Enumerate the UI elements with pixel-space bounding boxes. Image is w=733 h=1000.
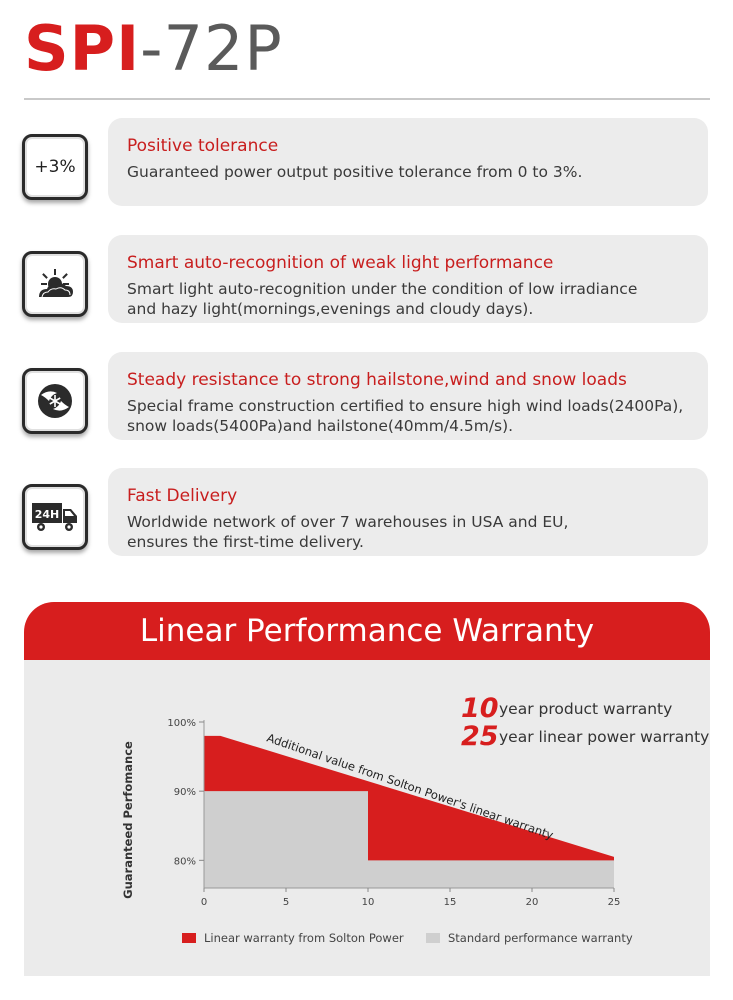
model-prefix: SPI [24, 12, 141, 85]
linear-warranty-label: year linear power warranty [499, 728, 709, 746]
sun-cloud-icon [22, 251, 88, 317]
feature-positive-tolerance: +3% Positive tolerance Guaranteed power … [18, 118, 712, 208]
plus-3-percent-icon: +3% [22, 134, 88, 200]
y-tick-label: 90% [174, 787, 196, 798]
x-tick-label: 10 [362, 897, 375, 908]
feature-description: Guaranteed power output positive toleran… [127, 163, 583, 181]
title-divider [24, 98, 710, 100]
x-tick-label: 15 [444, 897, 457, 908]
model-number: -72P [140, 12, 283, 85]
x-tick-label: 20 [526, 897, 539, 908]
product-warranty-years: 10 [461, 693, 499, 724]
legend-swatch-standard [426, 933, 440, 943]
legend-swatch-linear [182, 933, 196, 943]
feature-card: Fast Delivery Worldwide network of over … [108, 468, 708, 556]
y-tick-label: 100% [167, 718, 196, 729]
feature-title: Steady resistance to strong hailstone,wi… [127, 370, 627, 390]
feature-card: Positive tolerance Guaranteed power outp… [108, 118, 708, 206]
y-axis-title: Guaranteed Perfomance [121, 741, 135, 899]
feature-title: Fast Delivery [127, 486, 238, 506]
warranty-heading: Linear Performance Warranty [139, 613, 595, 649]
legend-label-linear: Linear warranty from Solton Power [204, 931, 404, 945]
feature-load-resistance: Steady resistance to strong hailstone,wi… [18, 352, 712, 442]
feature-title: Positive tolerance [127, 136, 279, 156]
svg-text:24H: 24H [35, 508, 60, 521]
feature-description: Special frame construction certified to … [127, 397, 684, 435]
warranty-banner: Linear Performance Warranty [24, 602, 710, 660]
y-tick-label: 80% [174, 856, 196, 867]
feature-title: Smart auto-recognition of weak light per… [127, 253, 554, 273]
warranty-panel: 10 year product warranty 25 year linear … [24, 660, 710, 976]
warranty-chart: 10 year product warranty 25 year linear … [121, 693, 709, 945]
feature-card: Smart auto-recognition of weak light per… [108, 235, 708, 323]
legend-label-standard: Standard performance warranty [448, 931, 633, 945]
linear-warranty-years: 25 [461, 721, 499, 752]
feature-weak-light: Smart auto-recognition of weak light per… [18, 235, 712, 325]
page-title: SPI-72P [24, 14, 283, 84]
x-tick-label: 25 [608, 897, 621, 908]
feature-card: Steady resistance to strong hailstone,wi… [108, 352, 708, 440]
wind-snow-icon [22, 368, 88, 434]
standard-warranty-area [204, 791, 614, 888]
truck-24h-icon: 24H [22, 484, 88, 550]
product-warranty-label: year product warranty [499, 700, 672, 718]
feature-fast-delivery: 24H Fast Delivery Worldwide network of o… [18, 468, 712, 558]
x-tick-label: 0 [201, 897, 207, 908]
x-tick-label: 5 [283, 897, 289, 908]
feature-description: Smart light auto-recognition under the c… [127, 280, 638, 318]
feature-description: Worldwide network of over 7 warehouses i… [127, 513, 569, 551]
